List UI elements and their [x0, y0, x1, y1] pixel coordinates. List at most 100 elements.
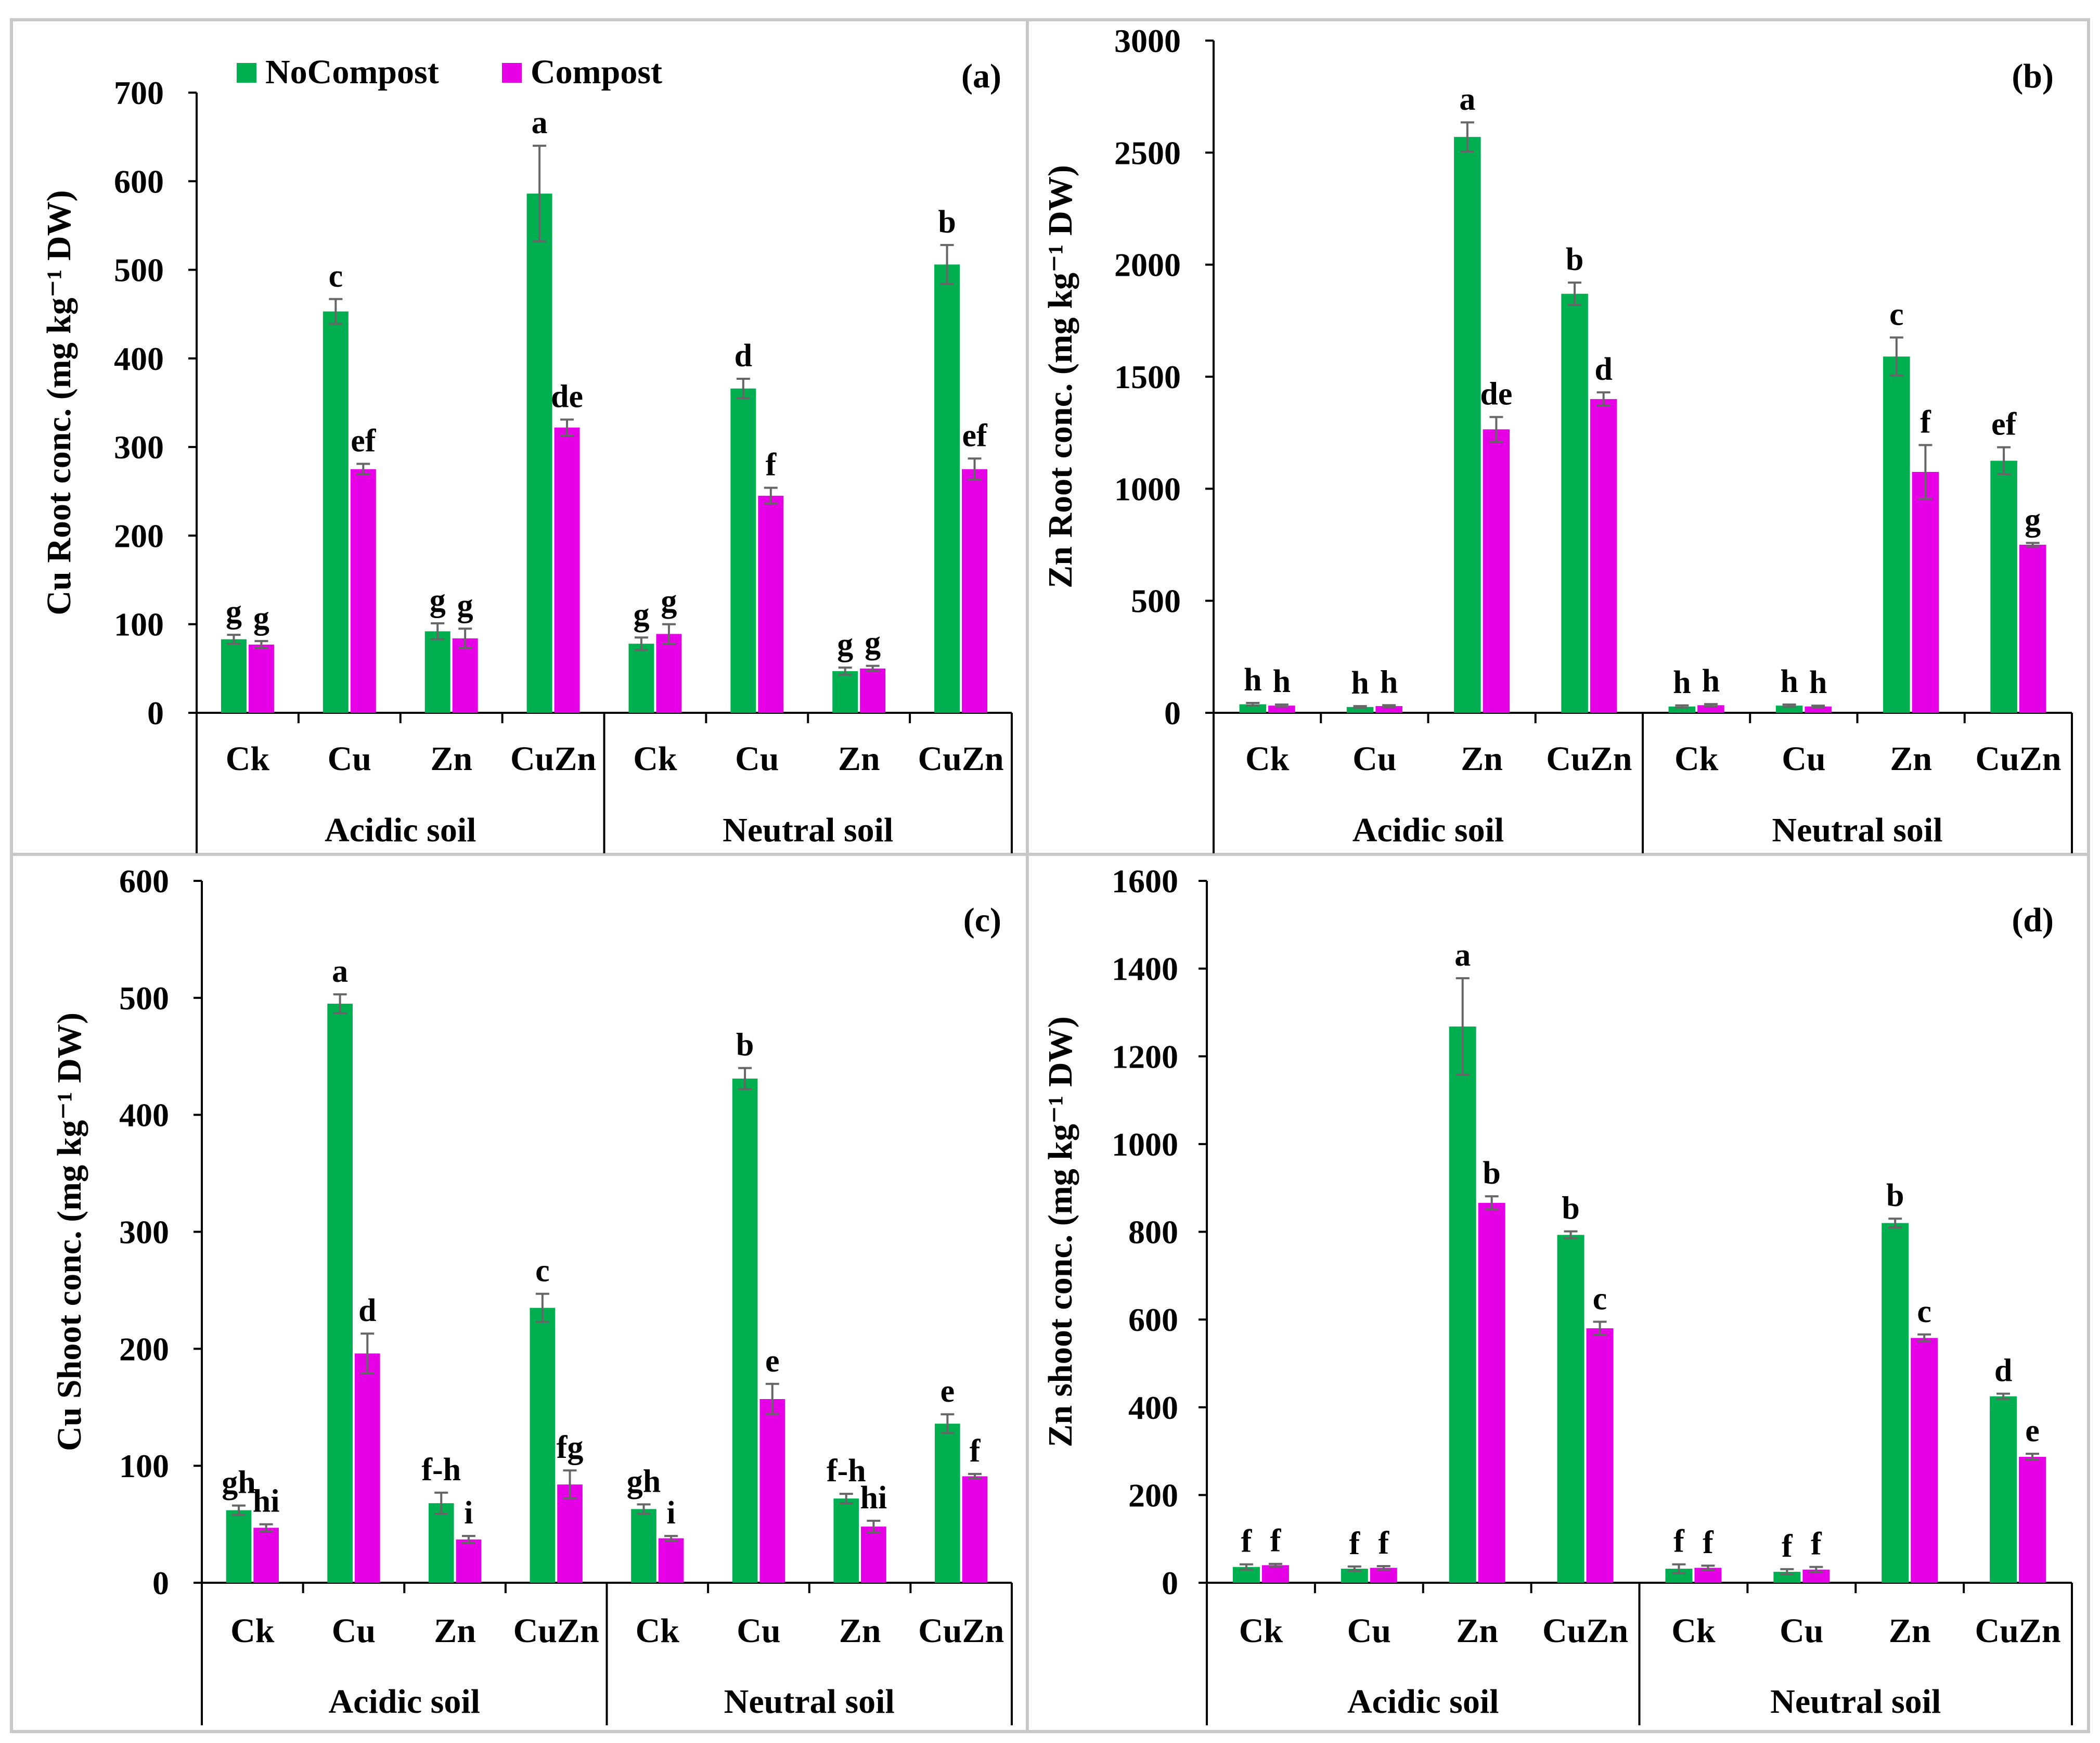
bar-compost: [656, 634, 682, 713]
x-group-label: Acidic soil: [329, 1683, 481, 1721]
legend-swatch-compost: [502, 63, 522, 83]
bar-compost: [860, 668, 886, 713]
bar-nocompost: [1561, 293, 1588, 713]
significance-letter: c: [329, 259, 343, 294]
x-category-label: CuZn: [1975, 740, 2061, 778]
x-category-label: CuZn: [510, 740, 596, 778]
x-category-label: Ck: [1239, 1612, 1283, 1650]
significance-letter: c: [1889, 297, 1904, 332]
bar-compost: [1912, 472, 1939, 713]
significance-letter: a: [332, 954, 348, 989]
significance-letter: de: [551, 379, 583, 414]
bar-compost: [452, 638, 478, 713]
x-category-label: Ck: [1245, 740, 1290, 778]
y-tick-label: 300: [119, 1214, 169, 1251]
legend-label-compost: Compost: [531, 53, 662, 91]
x-category-label: Zn: [839, 1612, 881, 1650]
significance-letter: f: [1673, 1524, 1685, 1559]
bar-nocompost: [226, 1510, 252, 1583]
bar-nocompost: [1882, 1223, 1909, 1583]
x-category-label: CuZn: [1975, 1612, 2061, 1650]
x-category-label: Cu: [1352, 740, 1396, 778]
y-tick-label: 1000: [1112, 1126, 1178, 1163]
significance-letter: g: [837, 627, 853, 662]
significance-letter: a: [1459, 82, 1475, 117]
bar-compost: [554, 427, 580, 713]
significance-letter: gh: [222, 1465, 255, 1501]
x-category-label: Cu: [737, 1612, 780, 1650]
significance-letter: hi: [860, 1480, 887, 1516]
bar-compost: [658, 1538, 684, 1583]
y-axis-title: Cu Root conc. (mg kg⁻¹ DW): [40, 190, 78, 615]
y-tick-label: 1500: [1114, 358, 1181, 395]
y-tick-label: 2000: [1114, 247, 1181, 284]
y-tick-label: 300: [114, 429, 164, 466]
bar-nocompost: [1557, 1235, 1584, 1583]
x-category-label: Zn: [838, 740, 880, 778]
x-category-label: CuZn: [918, 1612, 1004, 1650]
y-tick-label: 0: [1164, 695, 1181, 732]
legend-swatch-nocompost: [237, 63, 256, 83]
significance-letter: i: [667, 1495, 676, 1531]
y-tick-label: 500: [1131, 583, 1181, 620]
y-tick-label: 700: [114, 74, 164, 111]
significance-letter: g: [661, 584, 677, 619]
y-tick-label: 200: [114, 517, 164, 554]
significance-letter: d: [1594, 352, 1612, 387]
bar-nocompost: [1990, 1396, 2017, 1583]
significance-letter: f: [1241, 1524, 1253, 1559]
significance-letter: g: [633, 597, 649, 632]
significance-letter: h: [1351, 665, 1369, 701]
x-category-label: Ck: [226, 740, 270, 778]
panel-label: (a): [961, 57, 1001, 95]
y-axis-title: Zn Root conc. (mg kg⁻¹ DW): [1041, 165, 1079, 588]
bar-nocompost: [327, 1004, 353, 1583]
panel-label: (d): [2012, 901, 2054, 939]
y-tick-label: 3000: [1114, 22, 1181, 59]
significance-letter: de: [1480, 377, 1512, 412]
bar-nocompost: [1449, 1026, 1476, 1583]
bar-compost: [248, 644, 274, 713]
bar-nocompost: [832, 671, 858, 713]
bar-nocompost: [424, 631, 450, 713]
bar-compost: [758, 495, 784, 713]
bar-compost: [962, 469, 988, 713]
x-group-label: Neutral soil: [1772, 811, 1942, 849]
significance-letter: c: [535, 1253, 550, 1289]
bar-compost: [962, 1476, 988, 1583]
x-category-label: Zn: [430, 740, 472, 778]
significance-letter: e: [941, 1374, 955, 1409]
x-category-label: CuZn: [513, 1612, 599, 1650]
bar-nocompost: [631, 1509, 656, 1583]
significance-letter: b: [736, 1028, 754, 1063]
significance-letter: gh: [627, 1464, 661, 1499]
bar-compost: [557, 1484, 583, 1583]
bar-compost: [1586, 1328, 1614, 1583]
x-category-label: Zn: [1890, 740, 1932, 778]
y-tick-label: 200: [1128, 1477, 1178, 1514]
significance-letter: f: [1349, 1526, 1361, 1561]
bar-compost: [354, 1353, 380, 1583]
y-tick-label: 0: [152, 1565, 169, 1601]
bar-nocompost: [732, 1078, 758, 1583]
x-group-label: Acidic soil: [1352, 811, 1504, 849]
significance-letter: h: [1780, 664, 1798, 699]
y-tick-label: 600: [114, 163, 164, 200]
significance-letter: b: [1886, 1178, 1904, 1213]
y-tick-label: 400: [1128, 1389, 1178, 1426]
legend: NoCompost Compost: [237, 53, 662, 91]
significance-letter: h: [1244, 662, 1261, 698]
x-category-label: Ck: [230, 1612, 275, 1650]
significance-letter: d: [1994, 1353, 2012, 1389]
x-category-label: Zn: [434, 1612, 476, 1650]
x-group-label: Neutral soil: [723, 811, 893, 849]
significance-letter: g: [865, 625, 881, 661]
x-category-label: Ck: [1671, 1612, 1716, 1650]
y-tick-label: 500: [119, 980, 169, 1017]
x-category-label: Ck: [633, 740, 677, 778]
bar-compost: [861, 1527, 886, 1583]
significance-letter: d: [735, 338, 752, 374]
significance-letter: b: [1566, 242, 1583, 277]
y-axis-title: Zn shoot conc. (mg kg⁻¹ DW): [1041, 1016, 1079, 1447]
